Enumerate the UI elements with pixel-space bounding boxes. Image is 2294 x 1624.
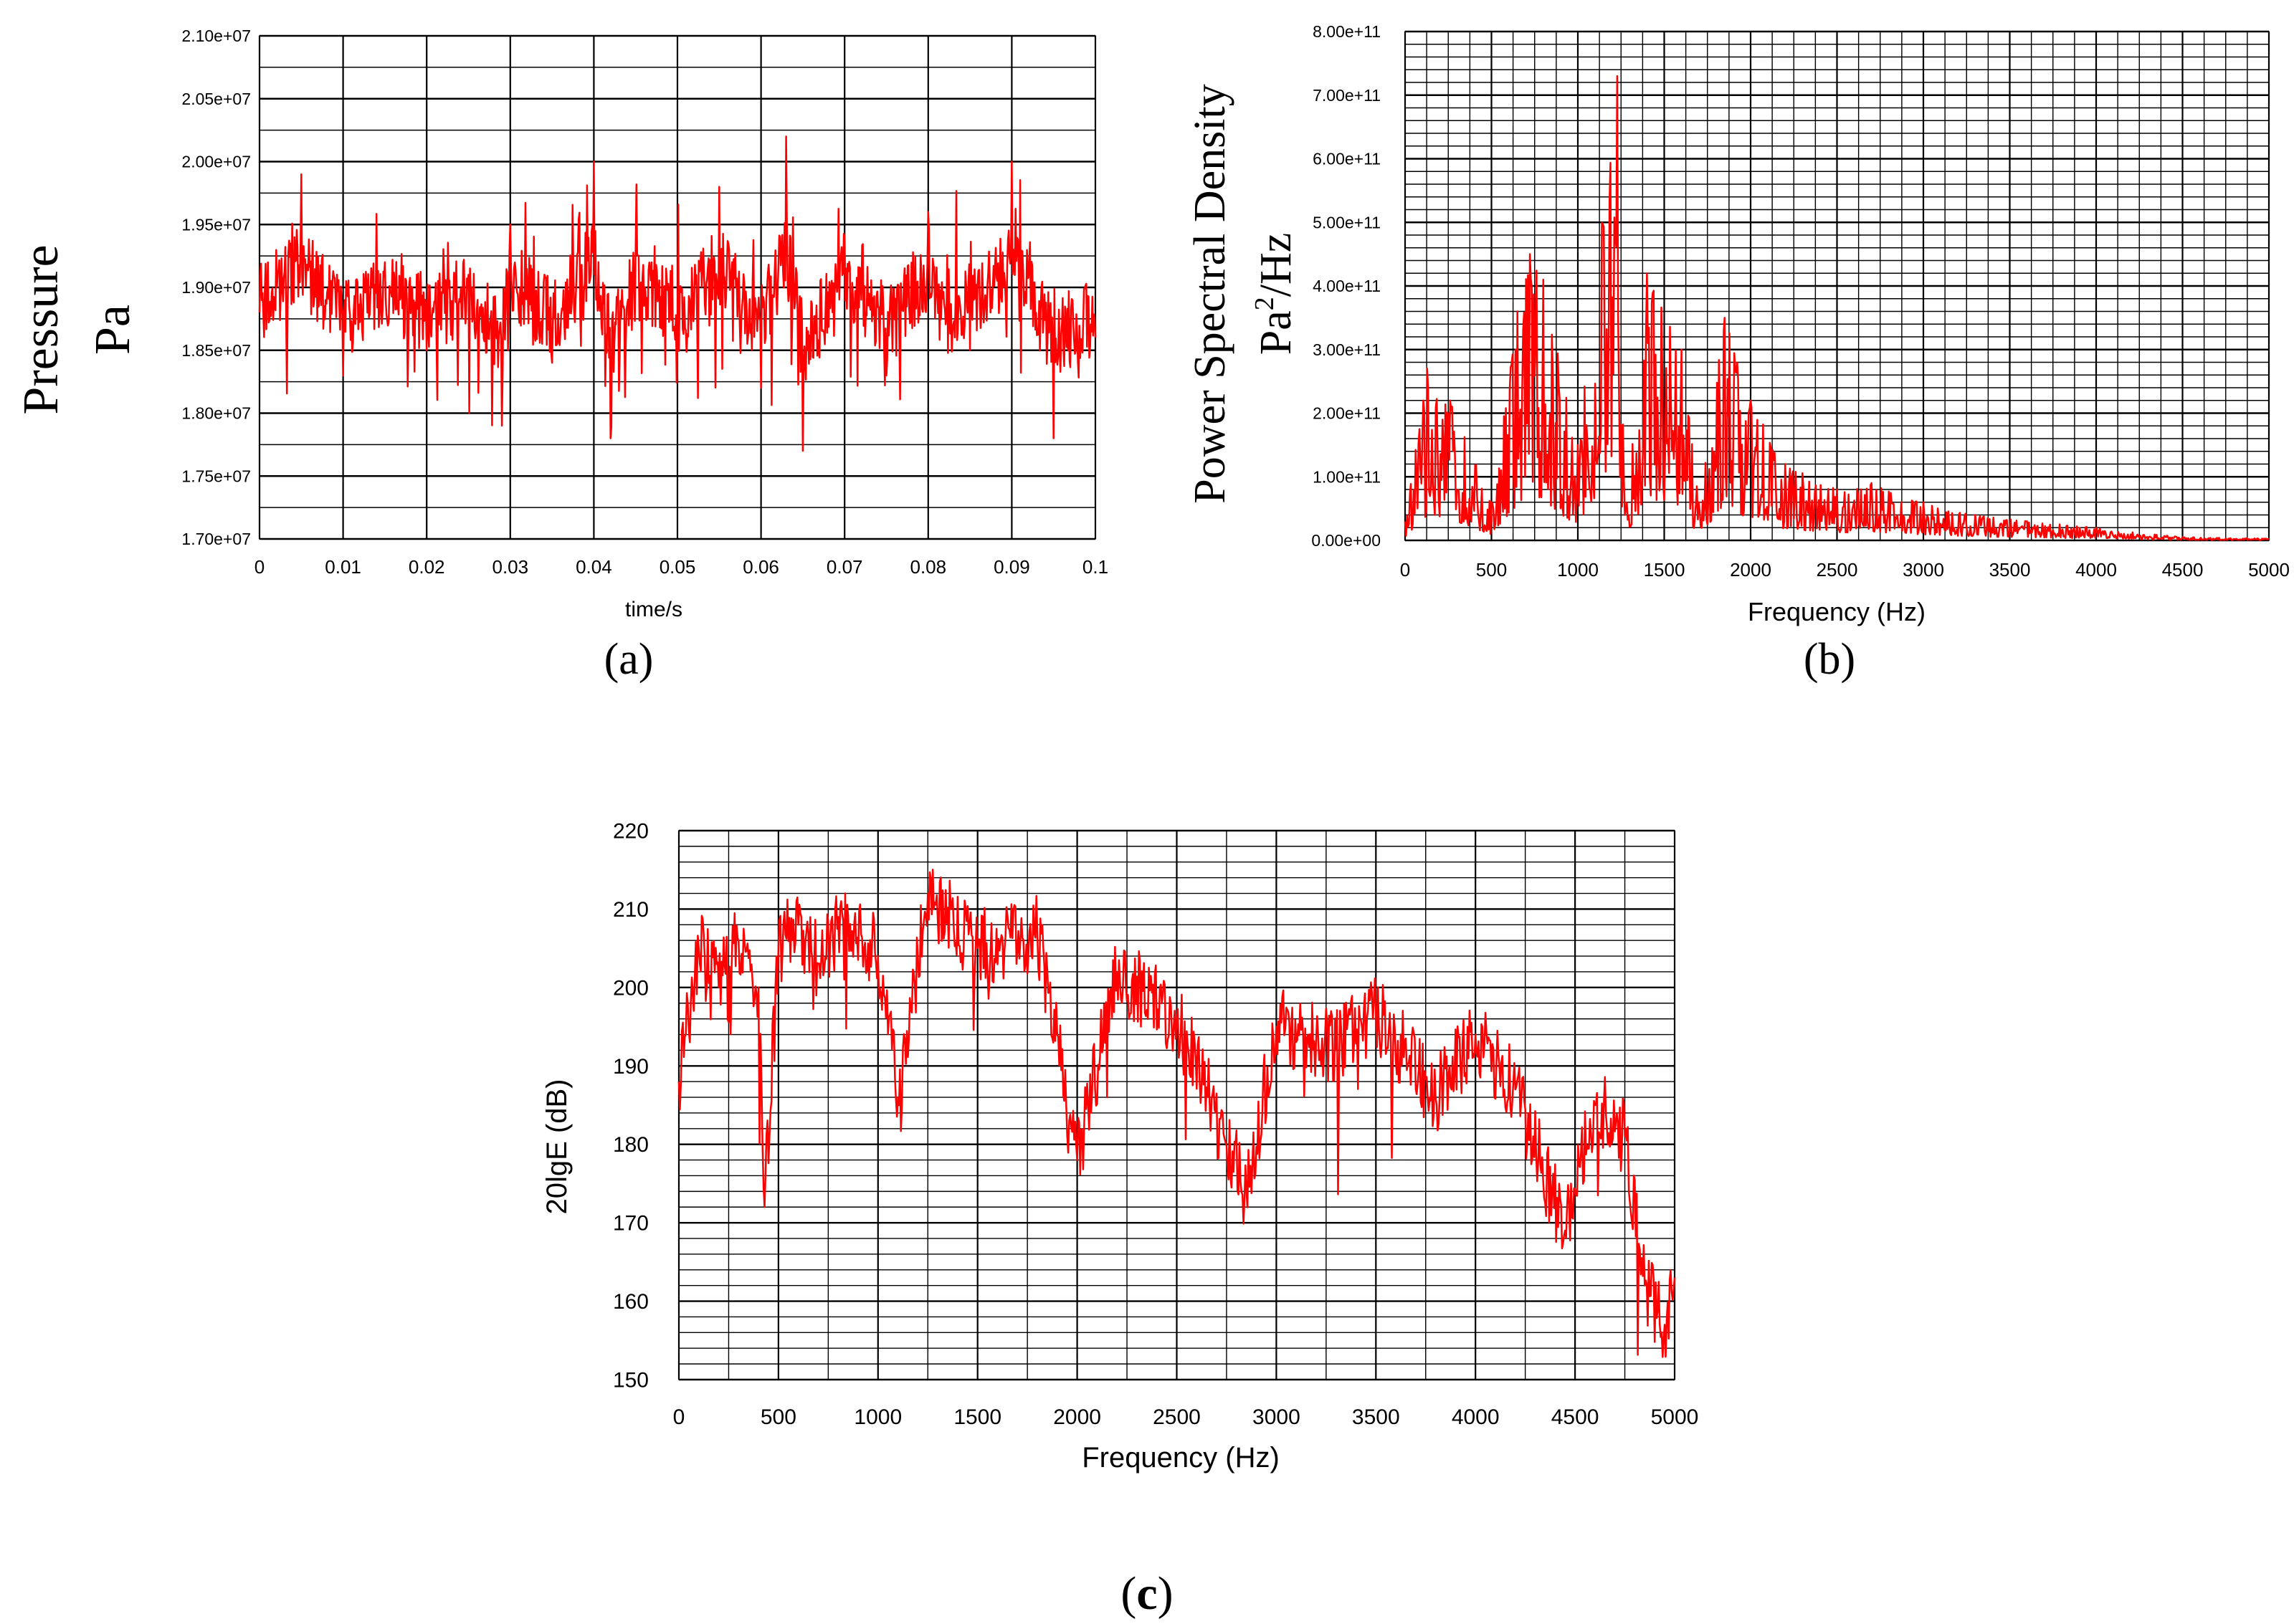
- panel-b-x-tick-label: 4500: [2162, 559, 2204, 581]
- panel-a-x-tick-label: 0: [254, 556, 265, 578]
- panel-c-ylabel: 20lgE (dB): [541, 1079, 573, 1215]
- panel-b-y-tick-label: 7.00e+11: [1313, 86, 1381, 105]
- panel-b-x-tick-label: 3000: [1903, 559, 1944, 581]
- panel-c-y-tick-label: 190: [613, 1055, 649, 1079]
- panel-b-y-ticks: 0.00e+00 1.00e+11 2.00e+11 3.00e+11 4.00e+11…: [1311, 22, 1381, 550]
- panel-a-x-ticks: 0 0.01 0.02 0.03 0.04 0.05 0.06 0.07 0.08 0.09 0.1: [254, 556, 1108, 578]
- panel-a-y-tick-label: 1.80e+07: [181, 404, 251, 423]
- panel-a-y-tick-label: 2.05e+07: [181, 90, 251, 108]
- panel-c-x-tick-label: 1500: [953, 1405, 1001, 1429]
- panel-c: 0 500 1000 1500 2000 2500 3000 3500 4000 4500 5000…: [541, 820, 1698, 1620]
- panel-c-x-tick-label: 3000: [1252, 1405, 1300, 1429]
- panel-a-y-tick-label: 1.90e+07: [181, 278, 251, 297]
- panel-b-ylabel-unit-hz: /Hz: [1252, 233, 1300, 297]
- panel-a-y-tick-label: 1.85e+07: [181, 341, 251, 360]
- panel-a-x-tick-label: 0.05: [660, 556, 696, 578]
- panel-c-x-tick-label: 2000: [1053, 1405, 1101, 1429]
- panel-b-x-tick-label: 4000: [2075, 559, 2117, 581]
- panel-b-x-tick-label: 2500: [1817, 559, 1858, 581]
- panel-b-y-tick-label: 0.00e+00: [1311, 531, 1381, 550]
- panel-c-x-ticks: 0 500 1000 1500 2000 2500 3000 3500 4000 4500 5000: [673, 1405, 1699, 1429]
- panel-b-grid: [1404, 30, 2270, 542]
- panel-b-x-tick-label: 5000: [2248, 559, 2290, 581]
- panel-c-label-close: ): [1158, 1567, 1174, 1620]
- panel-b-ylabel-unit-pa: Pa: [1252, 310, 1300, 355]
- panel-a-y-ticks: 1.70e+07 1.75e+07 1.80e+07 1.85e+07 1.90e+07…: [181, 27, 251, 548]
- panel-a-x-tick-label: 0.08: [910, 556, 946, 578]
- panel-a-x-tick-label: 0.09: [994, 556, 1030, 578]
- panel-a-x-tick-label: 0.04: [576, 556, 612, 578]
- panel-c-label: (c): [1120, 1567, 1173, 1620]
- panel-a-ylabel-line1: Pressure: [14, 244, 69, 414]
- panel-a-x-tick-label: 0.02: [409, 556, 445, 578]
- panel-c-x-tick-label: 4500: [1551, 1405, 1599, 1429]
- panel-c-y-tick-label: 220: [613, 820, 649, 844]
- panel-c-x-tick-label: 1000: [854, 1405, 902, 1429]
- panel-b-x-tick-label: 500: [1476, 559, 1507, 581]
- panel-c-y-tick-label: 170: [613, 1212, 649, 1236]
- panel-a-x-tick-label: 0.1: [1082, 556, 1108, 578]
- panel-b-x-ticks: 0 500 1000 1500 2000 2500 3000 3500 4000 4500 5000: [1400, 559, 2290, 581]
- panel-a-ylabel-line2: Pa: [85, 305, 141, 355]
- panel-b-y-tick-label: 8.00e+11: [1313, 22, 1381, 41]
- panel-b-x-tick-label: 1500: [1644, 559, 1685, 581]
- panel-b-y-tick-label: 1.00e+11: [1313, 467, 1381, 486]
- panel-c-label-letter: c: [1136, 1567, 1157, 1620]
- panel-b-ylabel-line2: Pa2/Hz: [1250, 233, 1300, 355]
- panel-b-ylabel-unit-sup: 2: [1250, 297, 1280, 310]
- panel-a-y-tick-label: 1.70e+07: [181, 530, 251, 548]
- panel-c-x-tick-label: 2500: [1153, 1405, 1201, 1429]
- panel-c-xlabel: Frequency (Hz): [1082, 1442, 1280, 1473]
- panel-c-y-tick-label: 200: [613, 976, 649, 1000]
- panel-c-y-tick-label: 210: [613, 898, 649, 922]
- panel-c-y-tick-label: 160: [613, 1290, 649, 1314]
- panel-a-xlabel: time/s: [625, 598, 682, 621]
- panel-a-label: (a): [604, 635, 654, 684]
- panel-b-y-tick-label: 5.00e+11: [1313, 213, 1381, 231]
- panel-b-xlabel: Frequency (Hz): [1748, 597, 1926, 626]
- panel-b-label: (b): [1804, 635, 1855, 684]
- panel-a-x-tick-label: 0.03: [492, 556, 528, 578]
- panel-b-y-tick-label: 4.00e+11: [1313, 277, 1381, 295]
- panel-b-x-tick-label: 1000: [1557, 559, 1599, 581]
- panel-c-x-tick-label: 4000: [1452, 1405, 1500, 1429]
- panel-a-y-tick-label: 2.10e+07: [181, 27, 251, 45]
- panel-b-y-tick-label: 2.00e+11: [1313, 404, 1381, 423]
- panel-b-series-line: [1404, 75, 2270, 541]
- panel-c-x-tick-label: 5000: [1651, 1405, 1699, 1429]
- panel-c-x-tick-label: 3500: [1352, 1405, 1400, 1429]
- panel-a-y-tick-label: 1.75e+07: [181, 467, 251, 485]
- panel-a-series-line: [258, 135, 1097, 452]
- panel-c-x-tick-label: 500: [761, 1405, 796, 1429]
- panel-a-x-tick-label: 0.07: [827, 556, 863, 578]
- panel-b-x-tick-label: 0: [1400, 559, 1410, 581]
- panel-a-y-tick-label: 2.00e+07: [181, 153, 251, 171]
- panel-c-series-line: [677, 869, 1676, 1358]
- panel-b: 0 500 1000 1500 2000 2500 3000 3500 4000 4500 5000…: [1186, 22, 2290, 684]
- panel-a-x-tick-label: 0.01: [325, 556, 361, 578]
- panel-c-y-tick-label: 150: [613, 1369, 649, 1393]
- panel-c-label-open: (: [1120, 1567, 1136, 1620]
- panel-c-y-tick-label: 180: [613, 1133, 649, 1157]
- panel-b-y-tick-label: 6.00e+11: [1313, 150, 1381, 168]
- panel-b-x-tick-label: 3500: [1989, 559, 2031, 581]
- panel-a: 0 0.01 0.02 0.03 0.04 0.05 0.06 0.07 0.08 0.09 0.1…: [14, 27, 1108, 684]
- panel-b-ylabel-line1: Power Spectral Density: [1186, 84, 1234, 503]
- panel-c-y-ticks: 150 160 170 180 190 200 210 220: [613, 820, 649, 1393]
- panel-a-x-tick-label: 0.06: [743, 556, 779, 578]
- panel-c-x-tick-label: 0: [673, 1405, 685, 1429]
- panel-b-x-tick-label: 2000: [1730, 559, 1771, 581]
- panel-b-y-tick-label: 3.00e+11: [1313, 340, 1381, 359]
- panel-a-y-tick-label: 1.95e+07: [181, 215, 251, 234]
